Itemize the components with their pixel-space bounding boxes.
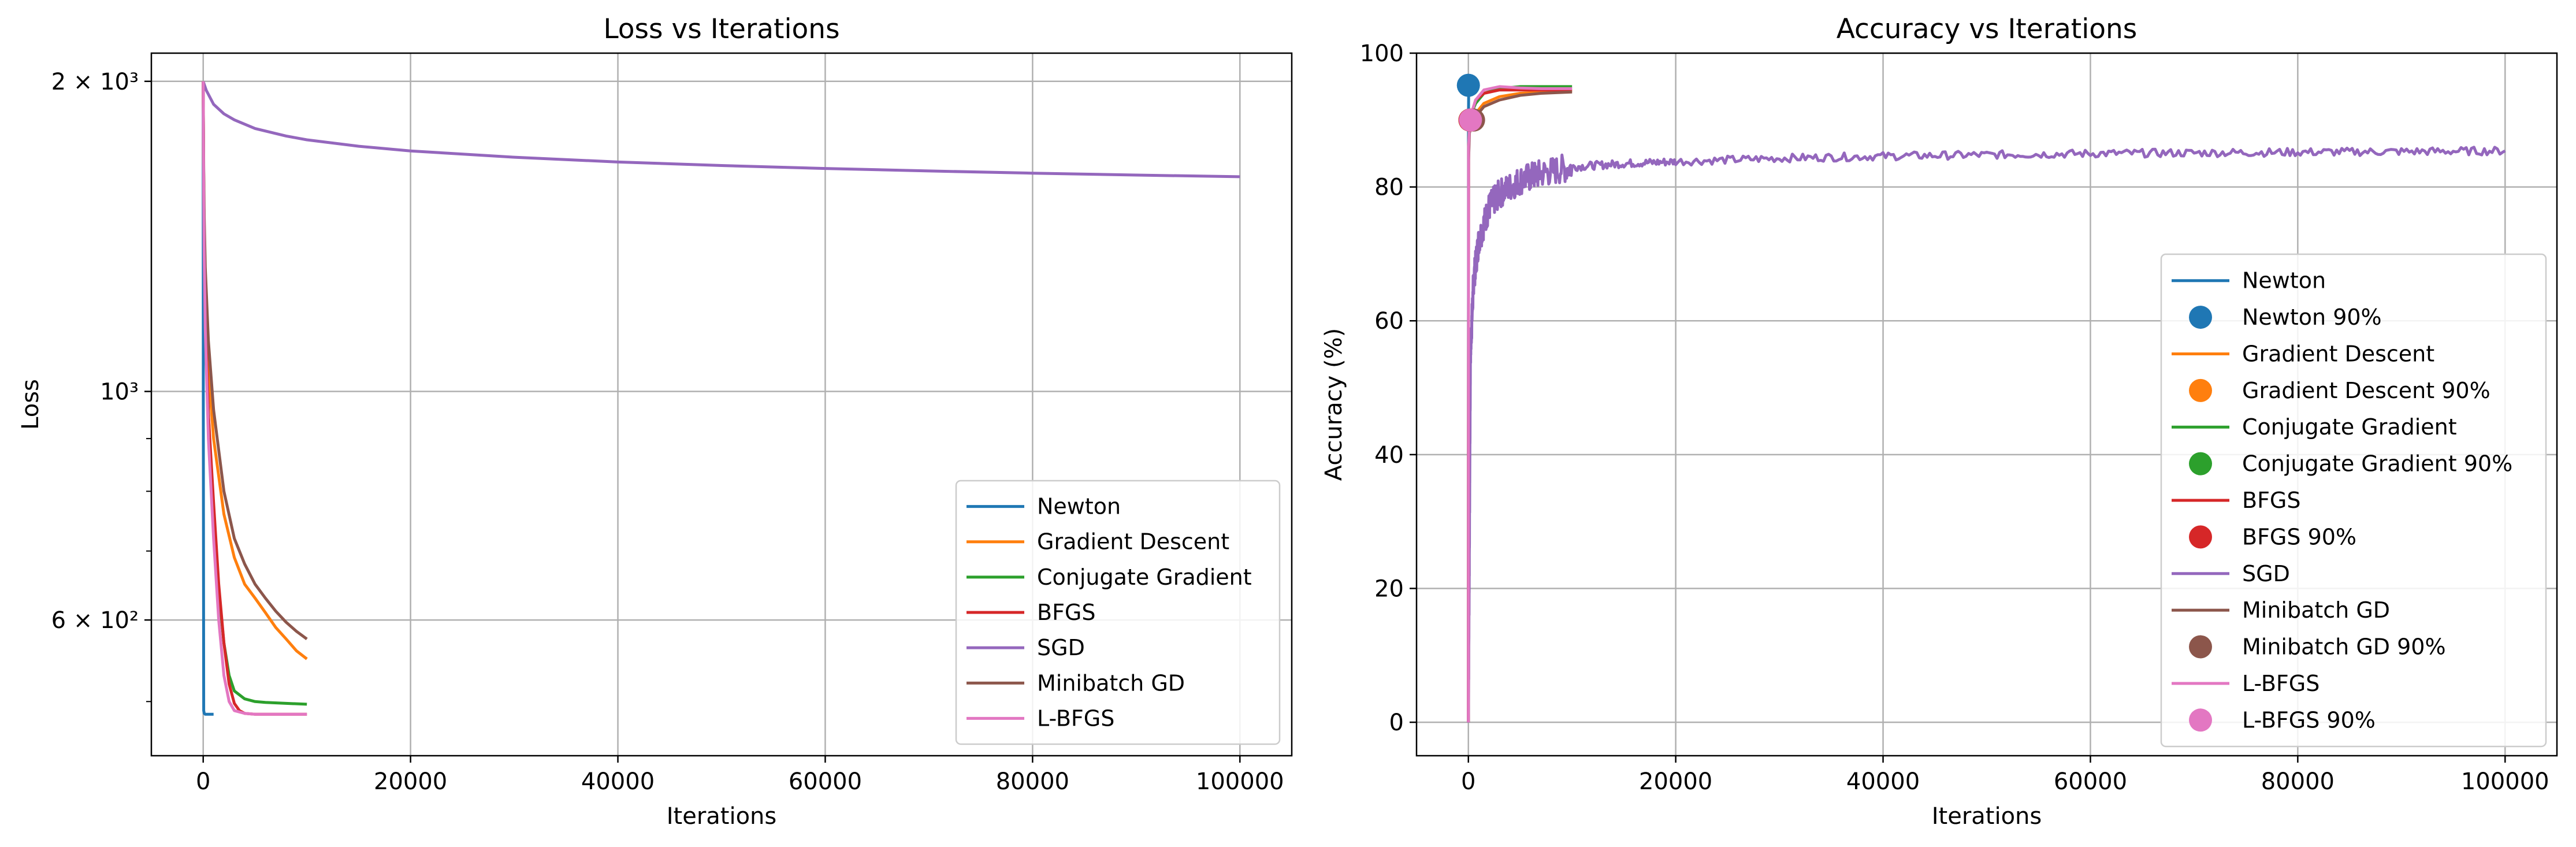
chart-title: Loss vs Iterations [603,13,839,45]
axes-frame [150,52,1293,757]
y-tick-label: 40 [1374,442,1404,469]
legend-label: L-BFGS [2242,671,2319,696]
y-axis-label: Accuracy (%) [1321,328,1347,481]
marker-newton-90pct [1456,73,1480,97]
legend-label: SGD [2242,561,2290,586]
series-line-sgd [1467,146,2506,723]
x-tick-label: 40000 [581,768,655,795]
x-tick-label: 80000 [996,768,1069,795]
series-line-l-bfgs [1467,85,1573,723]
y-tick-label: 80 [1374,174,1404,201]
legend-label: Newton [2242,268,2326,294]
legend-label: BFGS 90% [2242,524,2356,549]
legend-label: Newton 90% [2242,304,2382,330]
y-tick-label: 20 [1374,575,1404,602]
series-line-minibatch-gd [202,81,308,641]
legend-label: BFGS [2242,488,2301,513]
legend-label: BFGS [1037,600,1096,625]
y-tick-label: 60 [1374,308,1404,335]
chart-title: Accuracy vs Iterations [1837,13,2138,45]
legend-label: SGD [1037,635,1085,660]
legend-marker-newton-90pct [2189,306,2212,329]
legend-box [955,480,1281,745]
legend-marker-bfgs-90pct [2189,525,2212,549]
legend-label: Conjugate Gradient [2242,414,2457,440]
series-line-sgd [202,80,1240,179]
legend: Newton Newton 90% Gradient Descent Gradient… [2160,253,2547,748]
x-tick-label: 60000 [789,768,862,795]
loss-chart-panel: 0 20000 40000 60000 80000 100000 6 × 10² 10³ 2 ×… [17,13,1293,830]
x-tick-label: 40000 [1846,768,1920,795]
legend-label: Newton [1037,494,1121,519]
y-tick-label: 0 [1389,709,1404,736]
legend-label: L-BFGS 90% [2242,707,2376,733]
legend-marker-minibatch-gd-90pct [2189,635,2212,659]
legend-label: Gradient Descent [2242,341,2434,366]
legend-label: Minibatch GD [2242,597,2390,623]
legend-marker-l-bfgs-90pct [2189,708,2212,732]
legend-label: L-BFGS [1037,705,1114,731]
x-tick-label: 0 [196,768,210,795]
legend-label: Minibatch GD [1037,670,1185,696]
x-axis-label: Iterations [667,803,777,830]
x-tick-label: 80000 [2261,768,2335,795]
accuracy-chart-panel: 0 20000 40000 60000 80000 100000 0 20 40 60 80 100 A… [1321,13,2558,830]
series-line-l-bfgs [202,81,307,716]
legend-label: Conjugate Gradient 90% [2242,451,2512,477]
legend-marker-gradient-descent-90pct [2189,378,2212,402]
x-tick-label: 20000 [374,768,447,795]
x-axis-label: Iterations [1932,803,2042,830]
legend-label: Minibatch GD 90% [2242,634,2446,660]
x-tick-label: 100000 [2461,768,2549,795]
x-tick-label: 20000 [1639,768,1712,795]
y-tick-label: 10³ [100,379,139,406]
y-tick-label: 2 × 10³ [51,69,139,95]
y-tick-label: 6 × 10² [51,607,139,634]
legend-marker-conjugate-gradient-90pct [2189,452,2212,475]
series-line-newton [202,81,214,716]
legend-label: Conjugate Gradient [1037,564,1252,590]
x-tick-label: 100000 [1196,768,1284,795]
axes-frame [1415,52,2558,757]
x-tick-label: 60000 [2054,768,2127,795]
y-axis-label: Loss [17,379,44,430]
legend-label: Gradient Descent [1037,529,1229,555]
legend-box [2160,253,2547,748]
y-tick-label: 100 [1360,40,1404,67]
legend: Newton Gradient Descent Conjugate Gradient… [955,480,1281,745]
legend-label: Gradient Descent 90% [2242,378,2490,403]
x-tick-label: 0 [1461,768,1475,795]
marker-l-bfgs-90pct [1459,108,1482,132]
